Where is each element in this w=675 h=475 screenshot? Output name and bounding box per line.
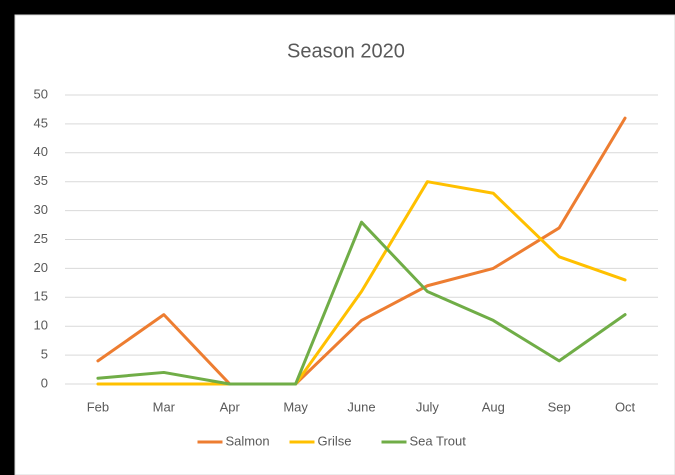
x-tick-label: Sep: [548, 399, 571, 414]
series-line: [96, 180, 627, 386]
legend-label: Grilse: [318, 433, 352, 448]
y-tick-label: 0: [41, 375, 48, 390]
x-tick-label: Apr: [220, 399, 241, 414]
y-tick-label: 5: [41, 347, 48, 362]
chart-title: Season 2020: [287, 40, 405, 62]
y-tick-label: 25: [34, 231, 48, 246]
legend-label: Sea Trout: [410, 433, 467, 448]
y-tick-label: 35: [34, 173, 48, 188]
legend-label: Salmon: [226, 433, 270, 448]
y-tick-label: 30: [34, 202, 48, 217]
series-line: [96, 116, 627, 386]
y-tick-label: 40: [34, 144, 48, 159]
y-tick-label: 10: [34, 318, 48, 333]
x-tick-label: July: [416, 399, 440, 414]
x-tick-label: June: [347, 399, 375, 414]
y-tick-label: 50: [34, 86, 48, 101]
x-tick-label: Aug: [482, 399, 505, 414]
y-tick-label: 45: [34, 115, 48, 130]
series-line: [96, 220, 627, 386]
y-tick-label: 15: [34, 289, 48, 304]
x-tick-label: May: [283, 399, 308, 414]
x-tick-label: Feb: [87, 399, 109, 414]
x-tick-label: Oct: [615, 399, 636, 414]
y-tick-label: 20: [34, 260, 48, 275]
x-tick-label: Mar: [153, 399, 176, 414]
chart-area: [14, 14, 675, 475]
